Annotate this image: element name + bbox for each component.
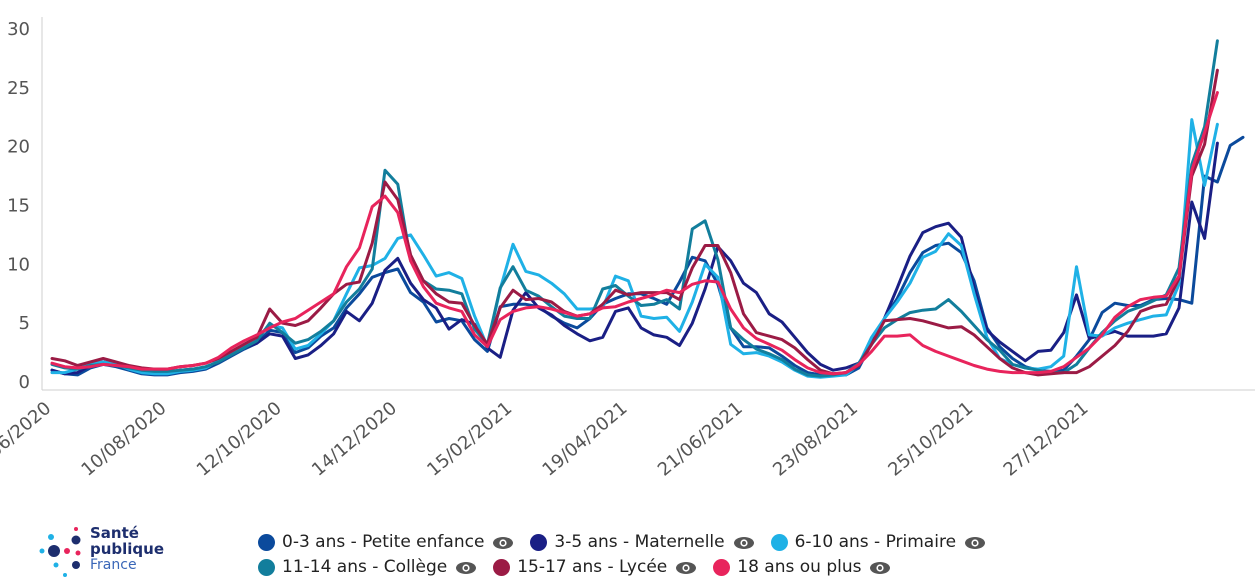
legend-label: 11-14 ans - Collège [282, 557, 448, 577]
x-tick-label: 25/10/2021 [884, 398, 977, 481]
x-tick-label: 14/12/2020 [308, 398, 401, 481]
legend-label: 18 ans ou plus [737, 557, 862, 577]
logo-line-2: publique [90, 540, 165, 558]
series-line-2 [50, 118, 1219, 379]
legend-item-11-14[interactable]: 11-14 ans - Collège [258, 555, 477, 580]
legend-swatch [493, 559, 511, 576]
legend-label: 15-17 ans - Lycée [517, 557, 668, 577]
legend-swatch [713, 559, 731, 576]
legend-item-3-5[interactable]: 3-5 ans - Maternelle [530, 530, 754, 555]
series-line-5 [50, 91, 1219, 376]
series-line-1 [50, 141, 1219, 376]
series-lines [50, 39, 1245, 379]
x-tick-label: 08/06/2020 [0, 398, 55, 481]
logo-text: Santé publique France [90, 525, 164, 573]
legend-item-6-10[interactable]: 6-10 ans - Primaire [770, 530, 986, 555]
legend-swatch [258, 534, 275, 551]
x-tick-label: 10/08/2020 [77, 398, 170, 481]
y-tick-label: 20 [7, 137, 30, 158]
series-line-3 [50, 39, 1219, 378]
eye-icon[interactable] [492, 536, 514, 550]
logo-mark-icon [39, 527, 81, 577]
legend-label: 3-5 ans - Maternelle [554, 532, 725, 552]
legend-label: 0-3 ans - Petite enfance [282, 532, 485, 552]
legend-item-15-17[interactable]: 15-17 ans - Lycée [493, 555, 697, 580]
y-tick-label: 25 [7, 78, 30, 99]
eye-icon[interactable] [733, 536, 755, 550]
y-axis: 0 5 10 15 20 25 30 [7, 17, 43, 393]
eye-icon[interactable] [869, 561, 891, 575]
legend-label: 6-10 ans - Primaire [794, 532, 957, 552]
y-tick-label: 15 [7, 196, 30, 217]
legend-swatch [770, 534, 788, 551]
logo-line-3: France [90, 557, 137, 573]
legend-row-2: 11-14 ans - Collège 15-17 ans - Lycée 18… [258, 555, 1002, 580]
series-line-0 [50, 135, 1245, 377]
y-tick-label: 10 [7, 254, 30, 275]
legend-swatch [530, 534, 548, 551]
y-tick-label: 0 [19, 372, 30, 393]
x-tick-label: 27/12/2021 [1000, 398, 1093, 481]
x-tick-label: 12/10/2020 [193, 398, 286, 481]
legend-row-1: 0-3 ans - Petite enfance 3-5 ans - Mater… [258, 530, 1002, 555]
sante-publique-france-logo: Santé publique France [36, 525, 176, 580]
legend-item-0-3[interactable]: 0-3 ans - Petite enfance [258, 530, 514, 555]
legend-item-18-plus[interactable]: 18 ans ou plus [713, 555, 891, 580]
eye-icon[interactable] [675, 561, 697, 575]
eye-icon[interactable] [964, 536, 986, 550]
line-chart: 0 5 10 15 20 25 30 08/06/2020 10/08/2020 12/10/2… [0, 17, 1255, 481]
x-tick-label: 19/04/2021 [539, 398, 632, 481]
series-line-4 [50, 68, 1219, 377]
x-tick-label: 23/08/2021 [769, 398, 862, 481]
x-tick-label: 21/06/2021 [654, 398, 747, 481]
x-tick-label: 15/02/2021 [423, 398, 516, 481]
legend: 0-3 ans - Petite enfance 3-5 ans - Mater… [258, 530, 1002, 580]
eye-icon[interactable] [455, 561, 477, 575]
y-tick-label: 30 [7, 19, 30, 40]
y-tick-label: 5 [19, 313, 30, 334]
x-axis: 08/06/2020 10/08/2020 12/10/2020 14/12/2020… [0, 389, 1255, 481]
logo-line-1: Santé [90, 524, 139, 542]
legend-swatch [258, 559, 275, 576]
